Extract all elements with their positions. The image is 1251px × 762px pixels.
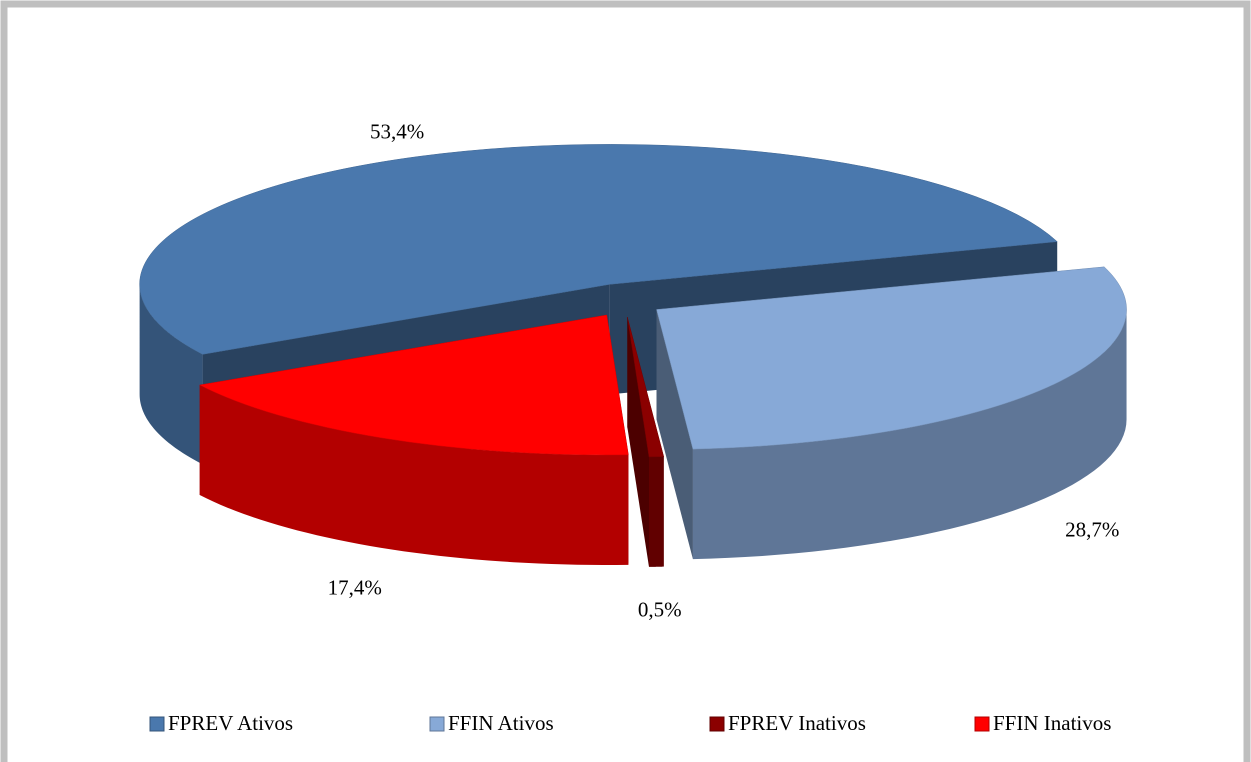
legend-label: FFIN Ativos [448,711,554,735]
legend-label: FPREV Ativos [168,711,293,735]
slice [139,144,1058,355]
slice [627,317,665,458]
legend-swatch [709,716,725,732]
slice-side [199,385,629,565]
legend-swatch [974,716,990,732]
slice [198,314,629,456]
legend-label: FFIN Inativos [993,711,1111,735]
slice-side [139,284,203,465]
data-label: 0,5% [638,598,682,622]
data-label: 17,4% [328,576,382,600]
slice-side [648,456,664,567]
slice-wall [627,317,649,567]
slice [656,266,1127,450]
legend-label: FPREV Inativos [728,711,866,735]
slice-wall [656,309,693,560]
legend-swatch [149,716,165,732]
slice-side [692,309,1127,560]
data-label: 53,4% [370,119,424,143]
legend-swatch [429,716,445,732]
data-label: 28,7% [1065,517,1119,541]
